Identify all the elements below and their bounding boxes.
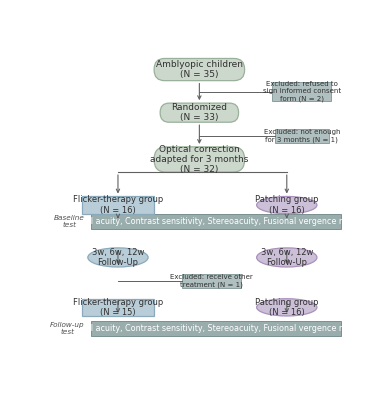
- Text: Flicker-therapy group
(N = 15): Flicker-therapy group (N = 15): [73, 298, 163, 317]
- Text: Optical correction
adapted for 3 months
(N = 32): Optical correction adapted for 3 months …: [150, 144, 249, 174]
- FancyBboxPatch shape: [82, 196, 154, 214]
- Text: Excluded: not enough
for 3 months (N = 1): Excluded: not enough for 3 months (N = 1…: [264, 129, 340, 143]
- Text: Excluded: receive other
treatment (N = 1): Excluded: receive other treatment (N = 1…: [170, 274, 253, 288]
- Ellipse shape: [88, 248, 148, 267]
- FancyBboxPatch shape: [91, 214, 341, 229]
- Text: Flicker-therapy group
(N = 16): Flicker-therapy group (N = 16): [73, 195, 163, 215]
- Text: Patching group
(N = 16): Patching group (N = 16): [255, 298, 319, 317]
- FancyBboxPatch shape: [182, 274, 241, 288]
- FancyBboxPatch shape: [154, 58, 245, 81]
- Ellipse shape: [257, 299, 317, 316]
- Text: 3w, 6w, 12w
Follow-Up: 3w, 6w, 12w Follow-Up: [92, 248, 144, 267]
- Text: Visual acuity, Contrast sensitivity, Stereoacuity, Fusional vergence range: Visual acuity, Contrast sensitivity, Ste…: [69, 324, 363, 333]
- Ellipse shape: [257, 248, 317, 267]
- FancyBboxPatch shape: [91, 321, 341, 336]
- Ellipse shape: [257, 196, 317, 214]
- Text: Visual acuity, Contrast sensitivity, Stereoacuity, Fusional vergence range: Visual acuity, Contrast sensitivity, Ste…: [69, 217, 363, 226]
- Text: Patching group
(N = 16): Patching group (N = 16): [255, 195, 319, 215]
- Text: 3w, 6w, 12w
Follow-Up: 3w, 6w, 12w Follow-Up: [261, 248, 313, 267]
- Text: Randomized
(N = 33): Randomized (N = 33): [172, 103, 227, 122]
- FancyBboxPatch shape: [275, 129, 329, 143]
- Text: Follow-up
test: Follow-up test: [50, 322, 85, 335]
- Text: Amblyopic children
(N = 35): Amblyopic children (N = 35): [156, 60, 243, 79]
- FancyBboxPatch shape: [82, 299, 154, 316]
- Text: Baseline
test: Baseline test: [54, 215, 84, 228]
- FancyBboxPatch shape: [272, 82, 331, 101]
- FancyBboxPatch shape: [154, 147, 245, 172]
- Text: Excluded: refused to
sign informed consent
form (N = 2): Excluded: refused to sign informed conse…: [263, 82, 341, 102]
- FancyBboxPatch shape: [160, 103, 238, 122]
